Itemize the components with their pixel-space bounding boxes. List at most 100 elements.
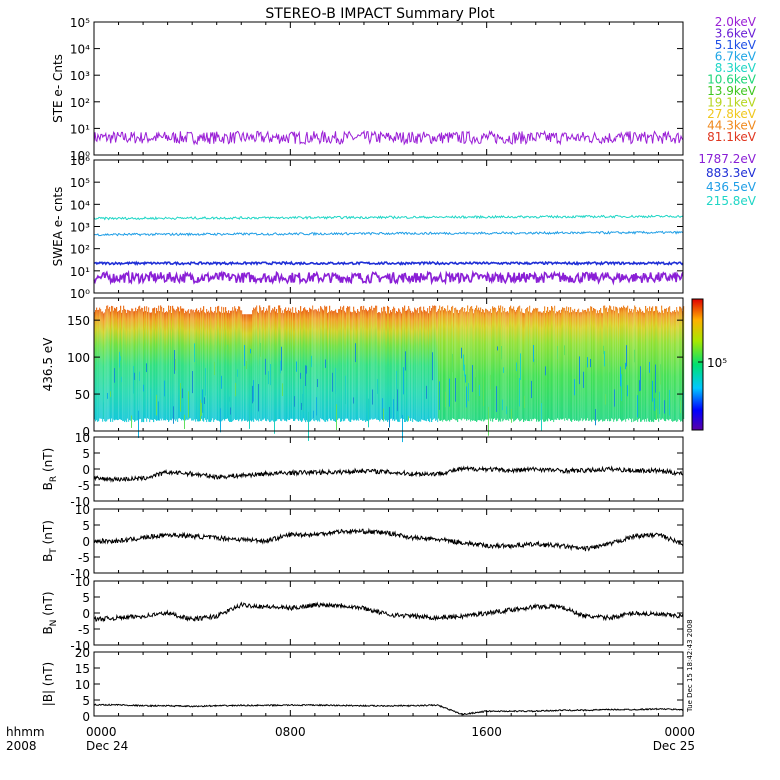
spectrogram-column <box>122 310 124 422</box>
spectrogram-column <box>387 305 389 422</box>
x-tick-date-label: Dec 25 <box>653 739 695 753</box>
spectrogram-column <box>536 308 538 422</box>
spectrogram-column <box>292 307 294 419</box>
spectrogram-streak <box>143 384 144 392</box>
spectrogram-column <box>507 311 509 420</box>
y-axis-label: BN (nT) <box>41 591 59 634</box>
spectrogram-streak <box>393 399 394 420</box>
spectrogram-column <box>591 306 593 422</box>
spectrogram-column <box>562 307 564 420</box>
spectrogram-streak <box>659 391 660 415</box>
spectrogram-column <box>430 310 432 419</box>
spectrogram-column <box>594 308 596 421</box>
spectrogram-column <box>316 309 318 421</box>
spectrogram-column <box>371 305 373 419</box>
y-tick-label: 10¹ <box>70 122 90 136</box>
spectrogram-column <box>457 309 459 422</box>
spectrogram-column <box>524 313 526 421</box>
spectrogram-column <box>616 307 618 422</box>
spectrogram-column <box>471 305 473 420</box>
spectrogram-column <box>521 308 523 420</box>
spectrogram-column <box>527 307 529 422</box>
spectrogram-streak <box>614 389 615 407</box>
spectrogram-column <box>352 312 354 420</box>
spectrogram-column <box>443 310 445 420</box>
y-axis-label: |B| (nT) <box>41 662 55 706</box>
y-tick-label: 10² <box>70 96 90 110</box>
spectrogram-streak <box>368 398 369 428</box>
spectrogram-column <box>425 311 427 421</box>
spectrogram-column <box>476 305 478 423</box>
spectrogram-column <box>295 307 297 420</box>
spectrogram-column <box>200 307 202 419</box>
series-swea-1787.2eV <box>93 269 684 286</box>
spectrogram-column <box>384 306 386 420</box>
spectrogram-column <box>588 308 590 421</box>
spectrogram-column <box>217 306 219 421</box>
spectrogram-column <box>223 307 225 420</box>
spectrogram-column <box>511 308 513 419</box>
spectrogram-column <box>633 309 635 422</box>
spectrogram-column <box>478 307 480 420</box>
spectrogram-column <box>503 310 505 421</box>
spectrogram-column <box>558 310 560 420</box>
spectrogram-column <box>266 308 268 422</box>
spectrogram-column <box>501 312 503 419</box>
spectrogram-streak <box>336 404 337 431</box>
spectrogram-streak <box>182 388 183 399</box>
y-tick-label: 10⁵ <box>70 176 90 190</box>
spectrogram-column <box>611 309 613 419</box>
spectrogram-column <box>458 312 460 419</box>
spectrogram-column <box>324 305 326 422</box>
y-tick-label: 0 <box>82 535 90 549</box>
spectrogram-column <box>347 306 349 419</box>
spectrogram-column <box>570 307 572 421</box>
spectrogram-column <box>187 310 189 420</box>
spectrogram-streak <box>383 408 384 421</box>
spectrogram-column <box>400 311 402 419</box>
spectrogram-column <box>550 310 552 422</box>
spectrogram-column <box>489 311 491 419</box>
spectrogram-column <box>247 314 249 422</box>
spectrogram-column <box>651 307 653 422</box>
spectrogram-column <box>241 310 243 422</box>
spectrogram-column <box>385 311 387 421</box>
spectrogram-streak <box>221 375 222 389</box>
spectrogram-streak <box>184 414 185 430</box>
spectrogram-column <box>643 312 645 420</box>
spectrogram-column <box>115 308 117 420</box>
y-tick-label: 0 <box>82 425 90 439</box>
spectrogram-column <box>402 307 404 419</box>
spectrogram-column <box>153 308 155 423</box>
legend-27.8keV: 27.8keV <box>707 107 757 121</box>
spectrogram-column <box>423 306 425 421</box>
spectrogram-column <box>365 308 367 423</box>
spectrogram-column <box>672 311 674 422</box>
spectrogram-column <box>171 313 173 421</box>
spectrogram-column <box>335 309 337 422</box>
spectrogram-column <box>320 306 322 419</box>
spectrogram-streak <box>587 357 588 368</box>
spectrogram-streak <box>520 353 521 380</box>
spectrogram-streak <box>274 415 275 434</box>
spectrogram-column <box>378 312 380 421</box>
spectrogram-column <box>158 305 160 421</box>
spectrogram-streak <box>227 345 228 350</box>
spectrogram-streak <box>519 378 520 407</box>
spectrogram-streak <box>634 349 635 363</box>
spectrogram-column <box>506 311 508 421</box>
spectrogram-streak <box>579 356 580 385</box>
spectrogram-column <box>676 307 678 423</box>
spectrogram-column <box>368 310 370 422</box>
spectrogram-column <box>629 308 631 419</box>
spectrogram-column <box>577 309 579 421</box>
spectrogram-streak <box>194 343 195 363</box>
spectrogram-column <box>656 306 658 419</box>
spectrogram-column <box>319 311 321 422</box>
spectrogram-column <box>551 306 553 420</box>
spectrogram-column <box>117 311 119 421</box>
spectrogram-column <box>600 308 602 420</box>
spectrogram-column <box>436 312 438 420</box>
spectrogram-column <box>467 305 469 420</box>
spectrogram-column <box>439 305 441 421</box>
